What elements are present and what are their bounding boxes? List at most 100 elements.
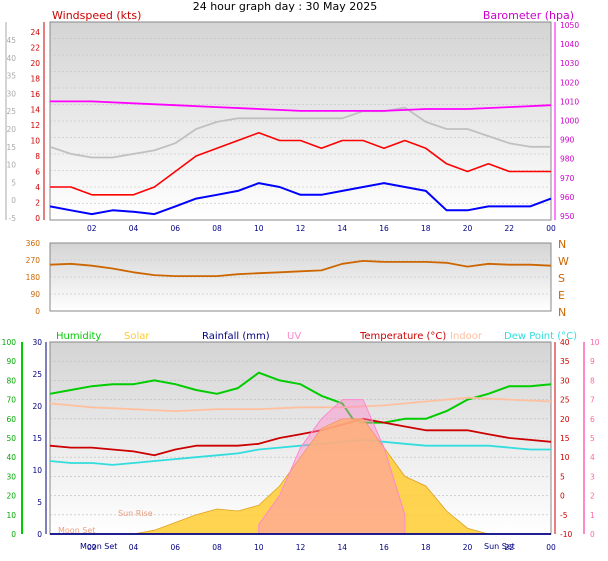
annotation-label: Sun Set [484, 542, 515, 551]
far-left-tick-label: 10 [6, 161, 16, 170]
uv-tick-label: 0 [590, 530, 595, 539]
series-direction [49, 259, 552, 278]
series-solar [133, 418, 489, 535]
wind-tick-label: 12 [30, 121, 40, 130]
humidity-tick-label: 0 [11, 530, 16, 539]
uv-tick-label: 3 [590, 472, 595, 481]
humidity-tick-label: 90 [6, 357, 16, 366]
x-tick-label: 02 [87, 543, 97, 552]
x-tick-label: 00 [546, 224, 556, 233]
humidity-tick-label: 80 [6, 376, 16, 385]
far-left-tick-label: -5 [9, 214, 17, 223]
x-tick-label: 14 [337, 224, 347, 233]
temp-tick-label: 15 [560, 434, 570, 443]
x-tick-label: 06 [170, 543, 180, 552]
barometer-tick-label: 1040 [560, 40, 579, 49]
wind-tick-label: 10 [30, 137, 40, 146]
x-tick-label: 12 [296, 543, 306, 552]
wind-tick-label: 4 [35, 183, 40, 192]
far-left-tick-label: 0 [11, 196, 16, 205]
far-left-tick-label: 35 [6, 72, 16, 81]
temp-tick-label: 40 [560, 338, 570, 347]
direction-tick-label: 180 [26, 273, 41, 282]
rain-tick-label: 15 [32, 434, 42, 443]
uv-tick-label: 4 [590, 453, 595, 462]
far-left-tick-label: 25 [6, 107, 16, 116]
rain-tick-label: 25 [32, 370, 42, 379]
x-tick-label: 02 [87, 224, 97, 233]
humidity-tick-label: 10 [6, 511, 16, 520]
legend-indoor: Indoor [450, 331, 483, 342]
temperature-humidity-panel: 1009080706050403020100302520151050403530… [2, 331, 600, 552]
legend-temperature: Temperature (°C) [359, 331, 446, 342]
x-tick-label: 08 [212, 224, 222, 233]
far-left-tick-label: 15 [6, 143, 16, 152]
temp-tick-label: 35 [560, 357, 570, 366]
barometer-axis-title: Barometer (hpa) [483, 9, 574, 22]
direction-tick-label: 90 [30, 290, 40, 299]
legend-humidity: Humidity [56, 331, 101, 342]
x-tick-label: 10 [254, 543, 264, 552]
far-left-tick-label: 5 [11, 178, 16, 187]
humidity-tick-label: 60 [6, 415, 16, 424]
wind-tick-label: 20 [30, 59, 40, 68]
humidity-tick-label: 70 [6, 396, 16, 405]
compass-label: N [558, 306, 566, 319]
x-tick-label: 10 [254, 224, 264, 233]
compass-label: W [558, 255, 569, 268]
compass-label: N [558, 238, 566, 251]
barometer-tick-label: 950 [560, 212, 575, 221]
x-tick-label: 08 [212, 543, 222, 552]
wind-tick-label: 14 [30, 106, 40, 115]
barometer-tick-label: 980 [560, 155, 575, 164]
series-barometer [50, 100, 552, 112]
uv-tick-label: 6 [590, 415, 595, 424]
uv-tick-label: 10 [590, 338, 600, 347]
x-tick-label: 06 [170, 224, 180, 233]
series-indoor [49, 396, 552, 413]
barometer-tick-label: 1010 [560, 97, 579, 106]
x-tick-label: 04 [129, 543, 139, 552]
x-tick-label: 20 [463, 224, 473, 233]
uv-tick-label: 7 [590, 396, 595, 405]
compass-label: E [558, 289, 565, 302]
rain-tick-label: 10 [32, 466, 42, 475]
far-left-tick-label: 45 [6, 36, 16, 45]
x-tick-label: 12 [296, 224, 306, 233]
wind-tick-label: 22 [30, 44, 40, 53]
barometer-tick-label: 960 [560, 193, 575, 202]
x-tick-label: 16 [379, 543, 389, 552]
wind-tick-label: 8 [35, 152, 40, 161]
direction-tick-label: 360 [26, 239, 41, 248]
temp-tick-label: 25 [560, 396, 570, 405]
rain-tick-label: 20 [32, 402, 42, 411]
x-tick-label: 14 [337, 543, 347, 552]
wind-barometer-panel: 454035302520151050-524222018161412108642… [5, 9, 579, 233]
chart-title: 24 hour graph day : 30 May 2025 [193, 0, 378, 13]
uv-tick-label: 8 [590, 376, 595, 385]
humidity-tick-label: 50 [6, 434, 16, 443]
uv-tick-label: 9 [590, 357, 595, 366]
series-gust [50, 132, 551, 196]
temp-tick-label: 10 [560, 453, 570, 462]
annotation-label: Moon Set [58, 526, 95, 535]
x-tick-label: 04 [129, 224, 139, 233]
direction-tick-label: 0 [35, 307, 40, 316]
wind-tick-label: 0 [35, 214, 40, 223]
x-tick-label: 00 [546, 543, 556, 552]
temp-tick-label: 20 [560, 415, 570, 424]
barometer-tick-label: 1000 [560, 117, 579, 126]
series-humidity [49, 371, 552, 424]
rain-tick-label: 5 [37, 498, 42, 507]
legend-solar: Solar [124, 331, 150, 342]
x-tick-label: 22 [504, 543, 514, 552]
far-left-tick-label: 40 [6, 54, 16, 63]
barometer-tick-label: 970 [560, 174, 575, 183]
uv-tick-label: 1 [590, 511, 595, 520]
annotation-label: Moon Set [80, 542, 117, 551]
humidity-tick-label: 100 [2, 338, 17, 347]
legend-dewpoint: Dew Point (°C) [504, 331, 577, 342]
series-average [49, 182, 552, 216]
wind-tick-label: 6 [35, 168, 40, 177]
